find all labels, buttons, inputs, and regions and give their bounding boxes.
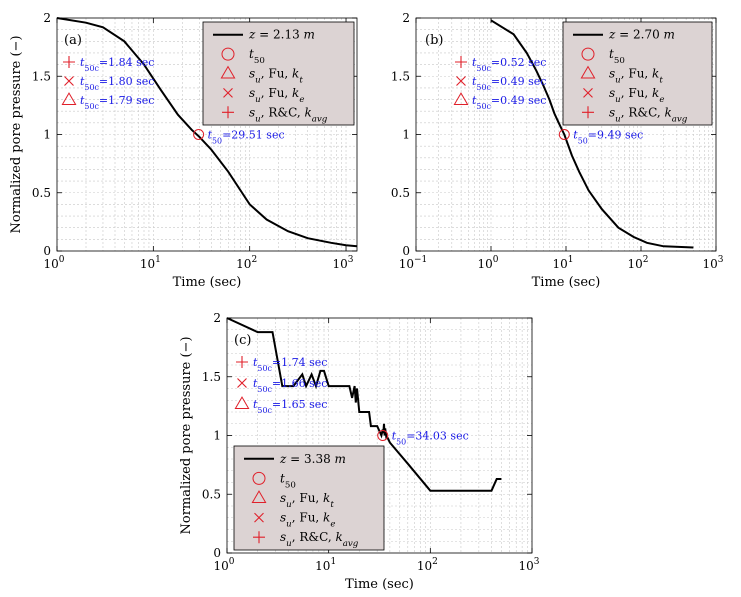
legend-curve-label: z = 2.70 m: [608, 28, 675, 42]
y-axis-label: Normalized pore pressure (−): [179, 336, 194, 534]
x-tick-label: 100: [213, 557, 234, 573]
t50-label: t50=34.03 sec: [392, 430, 469, 447]
chart-panel-1: 100 101 102 103 0 0.5 1 1.5 2 Time (sec) Normalize…: [9, 11, 358, 290]
legend-item-label: su, R&C, kavg: [249, 105, 328, 124]
t50c-annotation: t50c=1.74 sec: [253, 356, 327, 373]
t50c-fu-kt-marker: [234, 396, 250, 410]
x-tick-label: 10−1: [399, 255, 428, 271]
legend-rc-kavg-marker: [253, 531, 265, 544]
t50c-fu-ke-marker: [237, 378, 247, 388]
t50c-annotation: t50c=1.66 sec: [253, 377, 327, 394]
y-tick-label: 2: [402, 11, 410, 25]
y-tick-label: 2: [43, 11, 51, 25]
t50c-annotation: t50c=1.80 sec: [80, 75, 154, 92]
x-tick-label: 102: [627, 255, 648, 271]
legend-item-label: su, Fu, kt: [249, 67, 303, 86]
x-axis-label: Time (sec): [532, 275, 601, 290]
y-axis-label: Normalized pore pressure (−): [9, 35, 24, 233]
chart-panel-2: 10−1 100 101 102 103 0 0.5 1 1.5 2 Time (sec) t50=9…: [391, 11, 724, 290]
legend-t50-marker: [252, 471, 266, 485]
pore-pressure-curve: [56, 17, 358, 248]
legend-curve-label: z = 2.13 m: [248, 28, 315, 42]
t50-label: t50=29.51 sec: [208, 129, 285, 146]
legend-t50-marker: [221, 47, 235, 61]
x-tick-label: 101: [552, 255, 573, 271]
pore-pressure-curve: [226, 317, 502, 492]
t50c-annotation: t50c=0.52 sec: [472, 56, 546, 73]
legend-item-label: su, Fu, ke: [609, 86, 664, 105]
legend-item-label: su, Fu, ke: [280, 511, 335, 530]
legend-fu-ke-marker: [583, 88, 593, 98]
t50c-fu-ke-marker: [64, 76, 74, 86]
legend-item-label: su, Fu, kt: [609, 67, 663, 86]
x-tick-label: 102: [417, 557, 438, 573]
t50c-annotation: t50c=1.65 sec: [253, 398, 327, 415]
y-tick-label: 1: [402, 128, 410, 142]
y-tick-label: 0: [213, 546, 221, 560]
x-tick-label: 101: [315, 557, 336, 573]
t50c-fu-ke-marker: [456, 76, 466, 86]
t50-marker: [193, 129, 205, 140]
legend-rc-kavg-marker: [222, 106, 234, 119]
y-tick-label: 1.5: [32, 69, 51, 83]
legend-fu-ke-marker: [254, 512, 264, 523]
panel-label: (b): [425, 33, 443, 48]
x-tick-label: 101: [140, 255, 161, 271]
t50c-annotation: t50c=0.49 sec: [472, 75, 546, 92]
x-tick-label: 100: [43, 255, 64, 271]
legend-rc-kavg-marker: [582, 106, 594, 119]
legend-item-label: su, R&C, kavg: [280, 530, 359, 549]
x-tick-label: 100: [477, 255, 498, 271]
t50c-annotation: t50c=1.79 sec: [80, 94, 154, 111]
legend-item-label: t50: [249, 47, 265, 66]
t50-marker: [377, 430, 389, 441]
t50c-rc-marker: [63, 56, 75, 68]
y-tick-label: 0: [402, 244, 410, 258]
legend-curve-label: z = 3.38 m: [279, 452, 346, 466]
t50c-rc-marker: [236, 356, 248, 368]
y-tick-label: 1: [43, 128, 51, 142]
panel-label: (c): [234, 333, 251, 348]
x-axis-label: Time (sec): [345, 577, 414, 592]
y-tick-label: 2: [213, 311, 221, 325]
legend-fu-kt-marker: [580, 65, 596, 79]
legend-t50-marker: [581, 47, 595, 61]
legend-item-label: su, R&C, kavg: [609, 105, 688, 124]
y-tick-label: 1.5: [202, 370, 221, 384]
x-tick-label: 103: [702, 255, 723, 271]
t50-marker: [558, 129, 570, 140]
chart-panel-3: 100 101 102 103 0 0.5 1 1.5 2 Time (sec) Normalize…: [179, 311, 540, 592]
legend-fu-ke-marker: [223, 88, 233, 98]
legend-item-label: t50: [280, 471, 296, 490]
x-tick-label: 103: [333, 255, 354, 271]
legend-item-label: su, Fu, kt: [280, 491, 334, 510]
y-tick-label: 1.5: [391, 69, 410, 83]
t50c-fu-kt-marker: [453, 92, 469, 106]
t50-label: t50=9.49 sec: [573, 129, 643, 146]
legend-item-label: t50: [609, 47, 625, 66]
y-tick-label: 0: [43, 244, 51, 258]
t50c-rc-marker: [455, 56, 467, 68]
t50c-fu-kt-marker: [61, 92, 77, 106]
x-tick-label: 103: [518, 557, 539, 573]
t50c-annotation: t50c=1.84 sec: [80, 56, 154, 73]
y-tick-label: 0.5: [32, 186, 51, 200]
panel-label: (a): [64, 33, 82, 48]
pore-pressure-curve: [490, 19, 694, 249]
x-axis-label: Time (sec): [173, 275, 242, 290]
legend-fu-kt-marker: [251, 490, 267, 504]
legend-item-label: su, Fu, ke: [249, 86, 304, 105]
legend-fu-kt-marker: [220, 65, 236, 79]
y-tick-label: 0.5: [391, 186, 410, 200]
y-tick-label: 1: [213, 429, 221, 443]
y-tick-label: 0.5: [202, 487, 221, 501]
t50c-annotation: t50c=0.49 sec: [472, 94, 546, 111]
x-tick-label: 102: [236, 255, 257, 271]
